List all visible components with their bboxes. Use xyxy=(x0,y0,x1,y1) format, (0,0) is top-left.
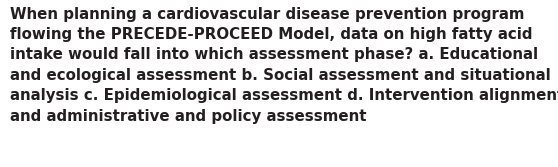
Text: When planning a cardiovascular disease prevention program
flowing the PRECEDE-PR: When planning a cardiovascular disease p… xyxy=(10,7,558,124)
